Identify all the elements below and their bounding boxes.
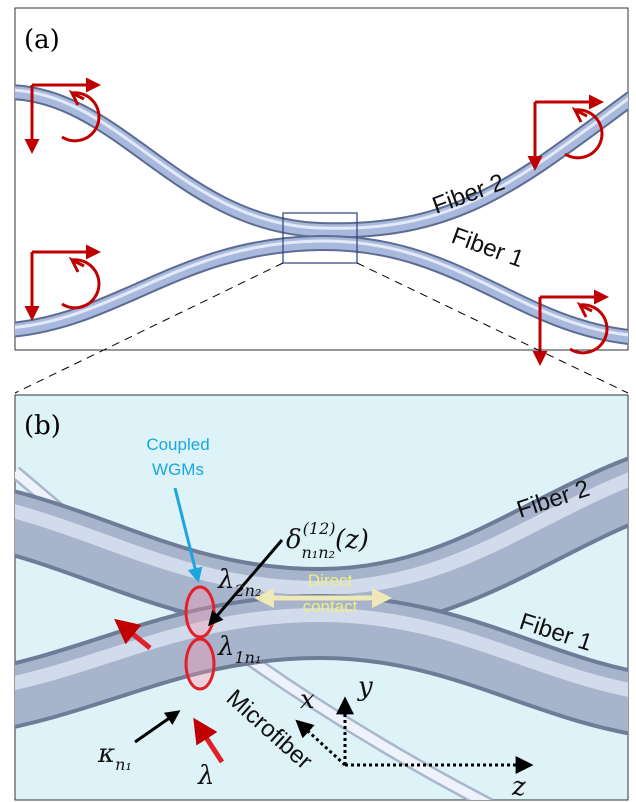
axis-label: x [300,685,315,715]
wgm-ring [186,639,214,689]
figure: (a) Fiber 2 Fiber 1 (b) CoupledWGMs Dire… [0,0,636,802]
math-base: κ [97,739,115,769]
panel-label: (b) [24,411,61,441]
lambda-label: λ [197,761,214,791]
axis-label: z [511,772,526,802]
math-sub: n₁ [115,755,132,774]
math-sub: 1n₁ [234,648,261,667]
wgm-label-line: Coupled [146,435,209,454]
math-base: δ [286,525,302,555]
math-sub: n₁n₂ [302,543,335,562]
wgm-ring [186,587,214,637]
contact-label-line: Direct [308,571,353,590]
page: (a) Fiber 2 Fiber 1 (b) CoupledWGMs Dire… [0,0,636,802]
axis-label: y [357,672,373,702]
math-base: λ [217,565,234,595]
math-sup: (12) [303,519,336,538]
contact-label-line: contact [303,597,358,616]
math-sub: 2n₂ [233,581,261,600]
wgm-label-line: WGMs [152,460,204,479]
math-arg: (z) [335,525,369,555]
panel-label: (a) [24,25,60,55]
math-base: λ [217,632,234,662]
